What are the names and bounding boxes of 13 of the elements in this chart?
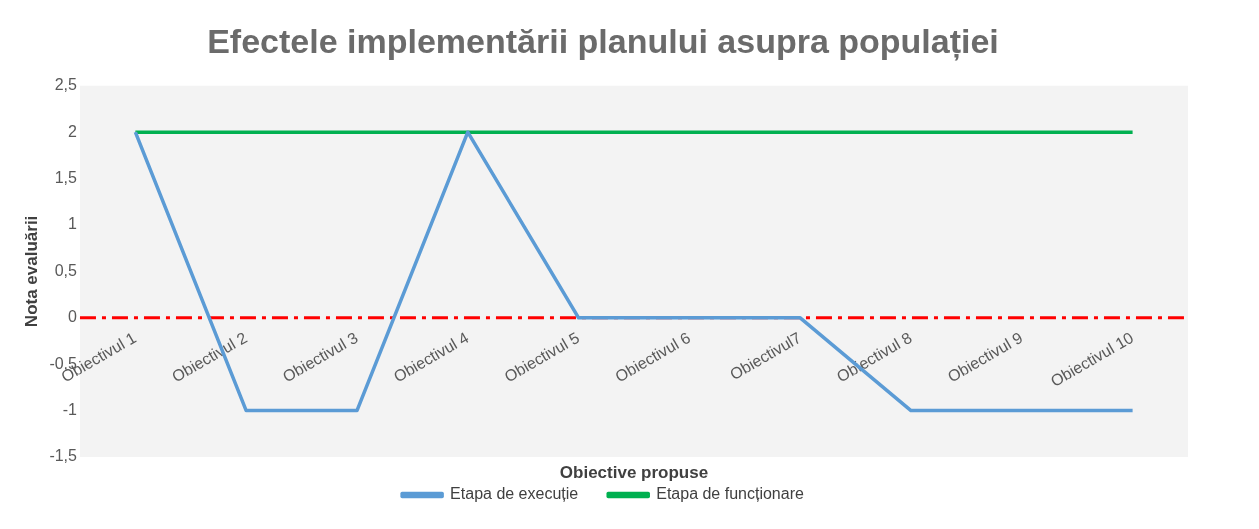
y-tick-label: 2,5 (54, 76, 78, 94)
x-axis-title: Obiective propuse (559, 463, 709, 483)
y-tick-label: -1,5 (49, 447, 78, 465)
y-tick-label: 2 (68, 122, 78, 140)
y-tick-label: 1 (68, 215, 78, 233)
legend-label: Etapa de execuție (450, 485, 579, 503)
y-tick-label: 1,5 (54, 169, 78, 187)
y-axis-title: Nota evaluării (21, 215, 41, 328)
legend-label: Etapa de funcționare (656, 485, 804, 503)
y-tick-label: -1 (62, 401, 78, 419)
chart-title: Efectele implementării planului asupra populației (207, 21, 999, 61)
y-tick-label: 0 (68, 308, 78, 326)
y-tick-label: 0,5 (54, 261, 78, 279)
